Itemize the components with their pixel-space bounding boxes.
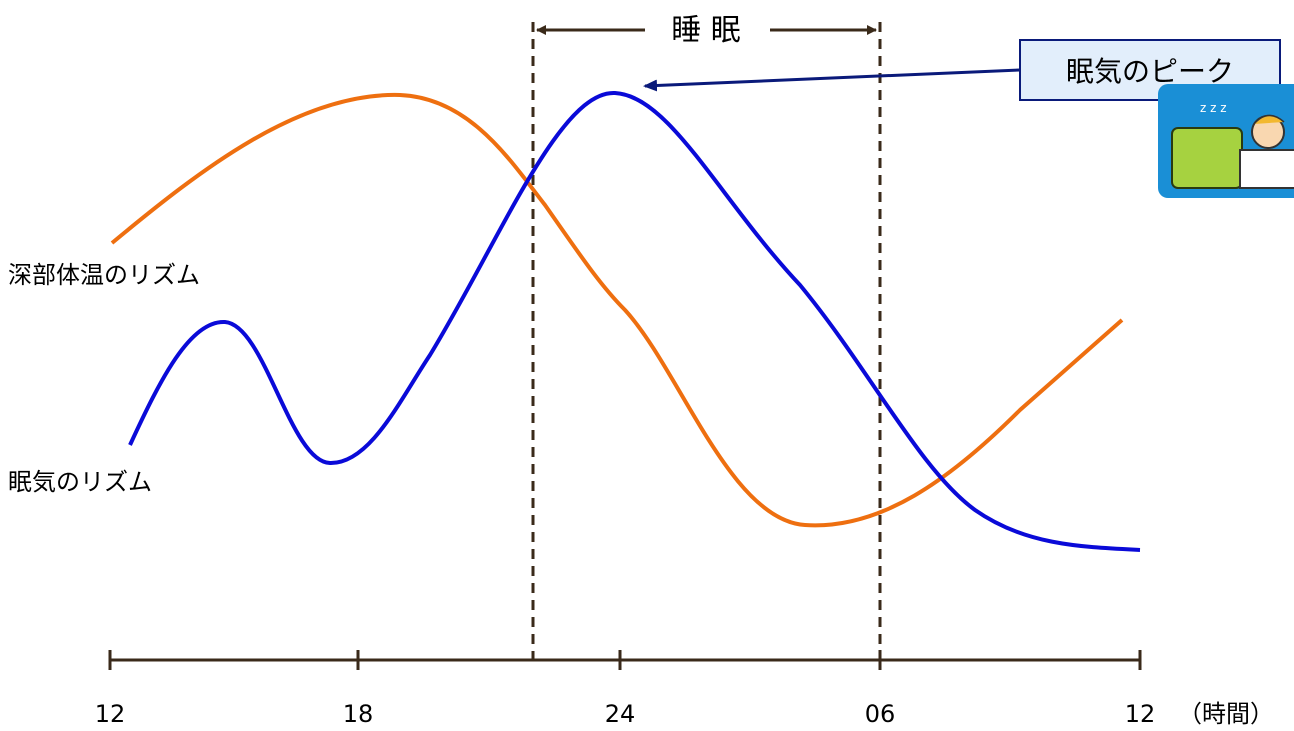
body-temperature-curve (112, 95, 1122, 525)
peak-arrow (645, 70, 1020, 86)
tick-label: 12 (95, 700, 126, 727)
sleepiness-label: 眠気のリズム (8, 468, 152, 496)
sleep-label: 睡 眠 (671, 13, 741, 48)
time-unit: （時間） (1178, 700, 1274, 727)
tick-label: 18 (343, 700, 374, 727)
zzz: z z z (1200, 101, 1227, 115)
tick-label: 24 (605, 700, 636, 727)
peak-label: 眠気のピーク (1066, 55, 1234, 88)
diagram: 睡 眠 深部体温のリズム 眠気のリズム 眠気のピーク z z z 12 18 24 0… (0, 0, 1294, 727)
tick-label: 06 (865, 700, 896, 727)
body-temperature-label: 深部体温のリズム (8, 261, 200, 289)
sleep-icon: z z z (1158, 84, 1294, 198)
tick-label: 12 (1125, 700, 1156, 727)
